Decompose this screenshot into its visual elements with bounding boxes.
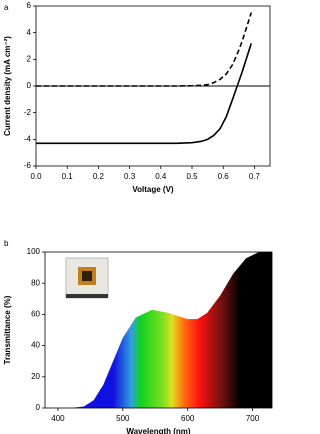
x-tick-label: 0.1 xyxy=(62,172,74,181)
iv-curve xyxy=(36,12,253,87)
figure: a 0.0 0.1 0.2 0.3 0.4 0.5 0.6 0.7 -6 -4 -2 0 2 4 6 Volta… xyxy=(3,1,273,434)
area xyxy=(45,252,272,408)
inset-photo xyxy=(65,257,109,299)
x-tick-label: 0.7 xyxy=(249,172,261,181)
x-tick-label: 0.2 xyxy=(93,172,105,181)
x-axis-label: Voltage (V) xyxy=(132,185,174,194)
x-tick-label: 0.5 xyxy=(186,172,198,181)
y-tick-label: 2 xyxy=(27,54,32,63)
iv-curve xyxy=(36,43,253,145)
panel-label: a xyxy=(4,3,9,12)
y-tick-label: 20 xyxy=(31,372,40,381)
x-tick-label: 500 xyxy=(116,414,130,423)
panel-label: b xyxy=(4,239,9,248)
y-tick-label: 6 xyxy=(27,1,32,10)
x-tick-label: 0.4 xyxy=(155,172,167,181)
y-tick-label: -6 xyxy=(24,161,32,170)
x-tick-label: 400 xyxy=(51,414,65,423)
y-axis-label: Current density (mA cm⁻²) xyxy=(3,36,12,136)
y-tick-label: 40 xyxy=(31,341,40,350)
x-tick-label: 0.0 xyxy=(30,172,42,181)
x-tick-label: 700 xyxy=(246,414,260,423)
y-tick-label: 4 xyxy=(27,28,32,37)
y-tick-label: 80 xyxy=(31,278,40,287)
x-tick-label: 0.3 xyxy=(124,172,136,181)
y-tick-label: 0 xyxy=(27,81,32,90)
x-tick-label: 600 xyxy=(181,414,195,423)
y-tick-label: 60 xyxy=(31,310,40,319)
plot-frame xyxy=(44,251,273,409)
y-tick-label: -4 xyxy=(24,134,32,143)
y-axis-label: Transmittance (%) xyxy=(3,295,12,364)
y-tick-label: -2 xyxy=(24,108,32,117)
x-axis-label: Wavelength (nm) xyxy=(126,427,190,434)
y-tick-label: 100 xyxy=(27,247,41,256)
y-tick-label: 0 xyxy=(36,403,41,412)
x-tick-label: 0.6 xyxy=(218,172,230,181)
